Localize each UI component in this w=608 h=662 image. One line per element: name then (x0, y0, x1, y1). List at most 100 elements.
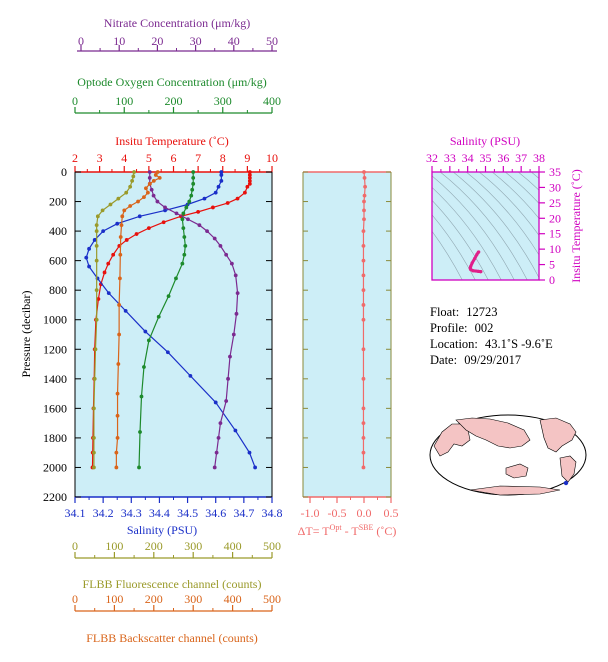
fluorescence-point (94, 243, 99, 248)
oxygen-point (138, 430, 142, 434)
map-land (433, 417, 577, 496)
temperature-tick-label: 9 (244, 151, 250, 165)
delta-t-point (361, 347, 366, 352)
backscatter-point (115, 391, 120, 396)
ts-salinity-tick-label: 36 (497, 151, 509, 165)
salinity-point (115, 221, 120, 226)
nitrate-axis: Nitrate Concentration (μm/kg) 0 10 20 30 40 5… (77, 16, 278, 52)
delta-t-point (361, 436, 366, 440)
fluorescence-point (93, 347, 98, 352)
nitrate-point (231, 332, 236, 337)
temperature-tick-label: 10 (266, 151, 278, 165)
temperature-axis: Insitu Temperature (˚C) 2 3 4 5 6 7 8 9 10 (72, 134, 278, 172)
oxygen-ticks: 0 100 200 300 400 (72, 94, 281, 113)
oxygen-point (181, 211, 186, 216)
backscatter-tick-label: 100 (105, 592, 123, 606)
fluorescence-point (116, 196, 121, 201)
salinity-point (233, 428, 238, 433)
pressure-axis-label: Pressure (decibar) (19, 291, 33, 378)
temperature-point (247, 173, 252, 177)
oxygen-tick-label: 300 (214, 94, 232, 108)
oxygen-point (191, 181, 196, 186)
land-north-america (539, 417, 577, 453)
salinity-point (213, 190, 218, 195)
fluorescence-point (94, 317, 99, 322)
temperature-tick-label: 3 (97, 151, 103, 165)
nitrate-point (205, 229, 209, 233)
fluorescence-point (100, 208, 105, 213)
fluorescence-tick-label: 500 (263, 539, 281, 553)
float-info: Float: 12723 Profile: 002 Location: 43.1… (430, 304, 557, 368)
ts-salinity-tick-label: 32 (426, 151, 438, 165)
temperature-ticks: 2 3 4 5 6 7 8 9 10 (72, 151, 278, 172)
temperature-point (247, 178, 252, 183)
profile-value: 002 (474, 321, 494, 335)
backscatter-point (145, 190, 150, 195)
ts-point (474, 269, 478, 273)
ts-temperature-axis-label: Insitu Temperature (˚C) (569, 169, 583, 283)
salinity-point (213, 400, 218, 405)
temperature-point (124, 238, 129, 242)
oxygen-point (187, 199, 192, 204)
oxygen-point (146, 338, 151, 343)
land-south-america (559, 455, 577, 483)
backscatter-point (115, 436, 120, 440)
delta-t-panel: -1.0 -0.5 0.0 0.5 ΔT= TOpt - TSBE (˚C) (298, 170, 399, 538)
ts-series (468, 250, 483, 274)
pressure-tick-label: 400 (49, 224, 67, 238)
delta-t-point (362, 193, 367, 198)
delta-t-point (361, 258, 366, 263)
ts-salinity-tick-label: 35 (480, 151, 492, 165)
oxygen-point (189, 193, 194, 198)
salinity-point (216, 184, 221, 189)
delta-t-point (361, 288, 366, 293)
pressure-tick-label: 1200 (43, 342, 67, 356)
delta-t-point (361, 406, 366, 411)
delta-t-axis-label: ΔT= TOpt - TSBE (˚C) (298, 523, 397, 538)
ts-temperature-tick-label: 10 (549, 242, 561, 256)
nitrate-point (229, 261, 234, 266)
temperature-tick-label: 8 (220, 151, 226, 165)
profile-label: Profile: (430, 321, 468, 335)
backscatter-tick-label: 200 (145, 592, 163, 606)
oxygen-point (180, 261, 185, 266)
salinity-point (247, 450, 252, 455)
salinity-point (106, 291, 111, 296)
temperature-tick-label: 2 (72, 151, 78, 165)
delta-t-series (361, 170, 367, 470)
delta-t-point (362, 170, 366, 174)
temperature-point (106, 261, 111, 266)
temperature-point (161, 220, 166, 225)
temperature-point (211, 205, 215, 210)
fluorescence-axis: 0 100 200 300 400 500 FLBB Fluorescence chann… (72, 539, 281, 591)
backscatter-axis-label: FLBB Backscatter channel (counts) (86, 631, 258, 645)
oxygen-point (174, 276, 178, 281)
backscatter-tick-label: 400 (224, 592, 242, 606)
nitrate-point (216, 436, 221, 440)
ts-density-contour (465, 172, 539, 256)
oxygen-tick-label: 400 (263, 94, 281, 108)
ts-salinity-ticks: 32 33 34 35 36 37 38 (426, 151, 545, 172)
salinity-tick-label: 34.7 (233, 506, 254, 520)
nitrate-point (147, 170, 152, 174)
delta-t-point (361, 465, 366, 470)
backscatter-point (122, 208, 127, 213)
fluorescence-point (132, 170, 137, 174)
salinity-tick-label: 34.3 (121, 506, 142, 520)
oxygen-tick-label: 100 (115, 94, 133, 108)
backscatter-point (120, 214, 125, 219)
nitrate-point (186, 217, 190, 222)
date-value: 09/29/2017 (464, 353, 522, 367)
fluorescence-tick-label: 100 (105, 539, 123, 553)
land-australia (505, 463, 529, 479)
temperature-point (134, 232, 139, 236)
pressure-ticks: 0 200 400 600 800 1000 1200 1400 1600 1800 2000 220… (43, 165, 272, 504)
nitrate-point (155, 199, 160, 204)
ts-density-contour (491, 172, 539, 219)
nitrate-point (233, 273, 238, 278)
nitrate-point (235, 291, 240, 296)
ts-point (473, 256, 477, 260)
fluorescence-point (128, 184, 133, 189)
oxygen-point (183, 243, 188, 248)
